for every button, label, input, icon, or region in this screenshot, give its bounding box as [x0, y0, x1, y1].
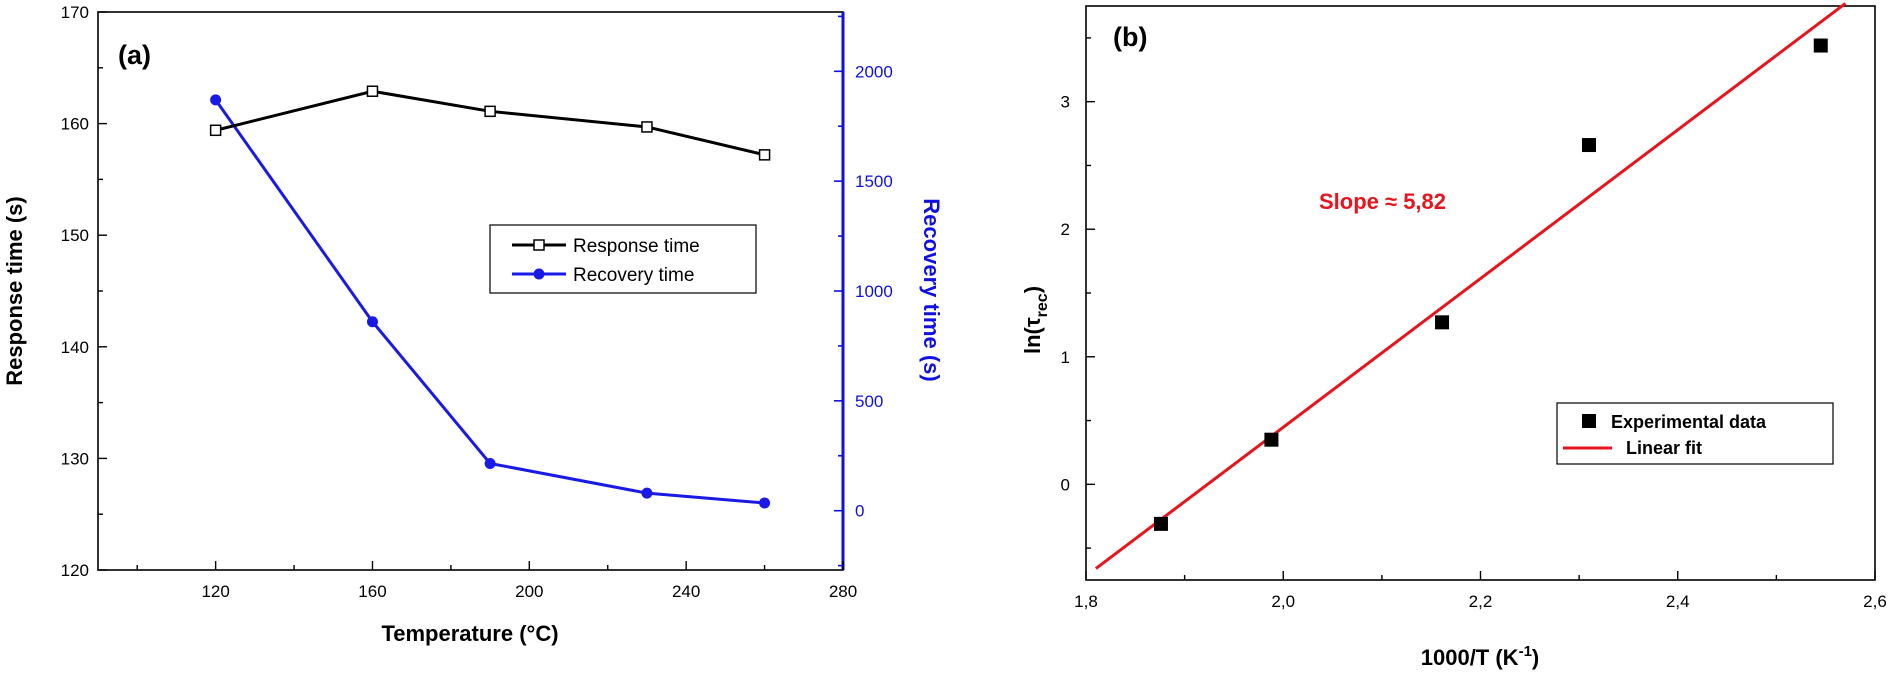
y-tick-label: 160	[61, 115, 89, 134]
recovery-time-point	[641, 487, 653, 499]
response-time-point	[758, 149, 771, 161]
legend-recovery-marker	[533, 268, 545, 280]
legend-experimental-label: Experimental data	[1611, 412, 1767, 432]
y-tick-label: 140	[61, 338, 89, 357]
y-tick-label: 130	[61, 449, 89, 468]
panel-a-label: (a)	[118, 40, 151, 70]
y-tick-label: 1	[1061, 348, 1070, 367]
recovery-time-point	[484, 457, 496, 469]
response-time-point	[641, 121, 653, 133]
x-tick-label: 2,4	[1666, 592, 1690, 611]
x-tick-label: 2,6	[1863, 592, 1887, 611]
panel-b-label: (b)	[1113, 22, 1147, 52]
response-time-point	[366, 85, 379, 97]
panel-b-legend: Experimental data Linear fit	[1556, 402, 1834, 465]
panel-a-y2-axis-label: Recovery time (s)	[919, 198, 944, 381]
panel-a: 120 160 200 240 280 120 130 140 150 160 170 0 500 1…	[2, 3, 944, 646]
panel-b-x-axis-label: 1000/T (K-1)	[1421, 643, 1540, 670]
response-time-line	[215, 89, 765, 157]
experimental-data-point	[1264, 432, 1279, 447]
x-tick-label: 2,2	[1469, 592, 1493, 611]
y2-tick-label: 1500	[855, 172, 893, 191]
recovery-time-point	[366, 316, 378, 328]
linear-fit-line	[1094, 2, 1847, 570]
y2-tick-label: 1000	[855, 282, 893, 301]
experimental-data-point	[1581, 138, 1596, 153]
y-tick-label: 170	[61, 3, 89, 22]
y-tick-label: 3	[1061, 93, 1070, 112]
experimental-data-point	[1435, 315, 1450, 330]
x-tick-label: 2,0	[1271, 592, 1295, 611]
slope-annotation: Slope ≈ 5,82	[1319, 189, 1446, 214]
x-tick-label: 200	[515, 582, 543, 601]
legend-linear-fit-label: Linear fit	[1626, 438, 1702, 458]
panel-b-x-ticks: 1,8 2,0 2,2 2,4 2,6	[1074, 571, 1887, 611]
panel-b-y-ticks: 0 1 2 3	[1061, 37, 1095, 549]
x-tick-label: 160	[358, 582, 386, 601]
panel-a-y-axis-label: Response time (s)	[2, 196, 27, 386]
x-tick-label: 280	[829, 582, 857, 601]
panel-a-y2-ticks: 0 500 1000 1500 2000	[834, 15, 893, 567]
x-tick-label: 240	[672, 582, 700, 601]
legend-response-marker	[533, 239, 545, 251]
y2-tick-label: 2000	[855, 62, 893, 81]
legend-experimental-marker	[1582, 414, 1596, 428]
response-time-point	[209, 124, 222, 137]
y-tick-label: 120	[61, 561, 89, 580]
panel-a-y-ticks: 120 130 140 150 160 170	[61, 3, 107, 580]
panel-a-legend-box	[489, 224, 757, 294]
experimental-data-point	[1813, 38, 1828, 53]
y-tick-label: 2	[1061, 220, 1070, 239]
panel-b: 1,8 2,0 2,2 2,4 2,6 0 1 2 3 (b) Slope ≈ 5,82 10…	[1020, 2, 1887, 670]
recovery-time-point	[210, 94, 222, 106]
panel-a-series	[209, 85, 771, 509]
response-time-point	[484, 105, 496, 118]
panel-b-legend-box	[1556, 402, 1834, 465]
x-tick-label: 1,8	[1074, 592, 1098, 611]
y2-tick-label: 500	[855, 392, 883, 411]
x-tick-label: 120	[201, 582, 229, 601]
panel-a-legend: Response time Recovery time	[489, 224, 757, 294]
experimental-data-point	[1153, 516, 1168, 531]
panel-b-y-axis-label: ln(τrec)	[1020, 286, 1051, 354]
recovery-time-line	[214, 99, 765, 505]
panel-a-x-ticks: 120 160 200 240 280	[136, 561, 857, 601]
panel-b-frame	[1085, 5, 1876, 581]
panel-a-x-axis-label: Temperature (°C)	[381, 621, 558, 646]
legend-response-label: Response time	[573, 236, 700, 257]
panel-b-series	[1094, 2, 1847, 570]
y-tick-label: 0	[1061, 475, 1070, 494]
recovery-time-point	[759, 497, 771, 509]
legend-recovery-label: Recovery time	[573, 265, 694, 286]
y2-tick-label: 0	[855, 502, 864, 521]
y-tick-label: 150	[61, 226, 89, 245]
